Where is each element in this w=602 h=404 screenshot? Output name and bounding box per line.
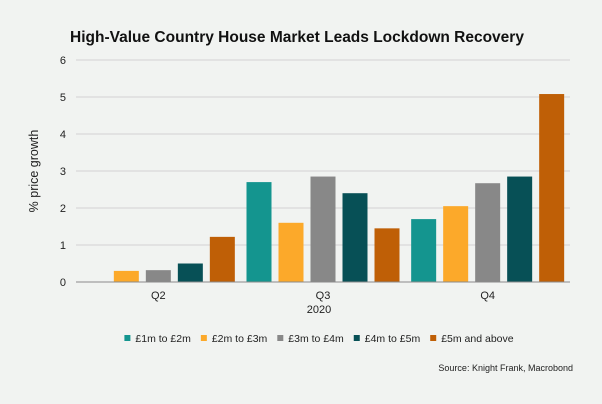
bar-q2-1	[113, 270, 139, 282]
bar-q4-1	[443, 206, 469, 282]
bar-q2-4	[209, 236, 235, 282]
legend-item: £1m to £2m	[124, 333, 191, 345]
legend-label: £1m to £2m	[135, 333, 191, 345]
bars	[113, 94, 565, 282]
y-tick-label: 2	[60, 203, 66, 215]
y-tick-label: 1	[60, 240, 66, 252]
legend-label: £2m to £3m	[212, 333, 268, 345]
x-axis-title: 2020	[307, 304, 331, 316]
legend-swatch	[430, 335, 437, 341]
legend-swatch	[353, 335, 360, 341]
x-tick-label: Q4	[480, 290, 495, 302]
legend-label: £4m to £5m	[365, 333, 421, 345]
source-note: Source: Knight Frank, Macrobond	[438, 363, 573, 373]
y-tick-label: 5	[60, 92, 66, 104]
bar-q3-2	[310, 176, 336, 282]
bar-q3-0	[246, 182, 272, 282]
bar-q4-0	[411, 219, 437, 282]
legend-swatch	[277, 335, 284, 341]
bar-q2-3	[177, 263, 203, 282]
chart-title: High-Value Country House Market Leads Lo…	[70, 29, 524, 46]
legend-item: £2m to £3m	[200, 333, 268, 345]
x-tick-label: Q3	[316, 290, 331, 302]
y-tick-label: 6	[60, 55, 66, 67]
legend-label: £3m to £4m	[288, 333, 344, 345]
legend-swatch	[124, 335, 131, 341]
bar-q4-3	[507, 176, 533, 282]
legend-item: £3m to £4m	[277, 333, 344, 345]
y-axis-title: % price growth	[27, 130, 41, 213]
bar-q4-2	[475, 183, 501, 282]
axes: 0 1 2 3 4 5 6 Q2 Q3 Q4	[60, 55, 570, 302]
legend-item: £4m to £5m	[353, 333, 421, 345]
bar-q3-4	[374, 228, 400, 282]
bar-q4-4	[539, 94, 565, 282]
y-tick-label: 0	[60, 277, 66, 289]
legend-swatch	[200, 335, 207, 341]
bar-q3-1	[278, 222, 304, 282]
legend: £1m to £2m £2m to £3m £3m to £4m £4m to £5m…	[124, 333, 514, 345]
bar-q2-2	[145, 270, 171, 282]
bar-q3-3	[342, 193, 368, 282]
legend-label: £5m and above	[441, 333, 514, 345]
x-tick-label: Q2	[151, 290, 166, 302]
legend-item: £5m and above	[430, 333, 514, 345]
y-tick-label: 4	[60, 129, 66, 141]
y-tick-label: 3	[60, 166, 66, 178]
